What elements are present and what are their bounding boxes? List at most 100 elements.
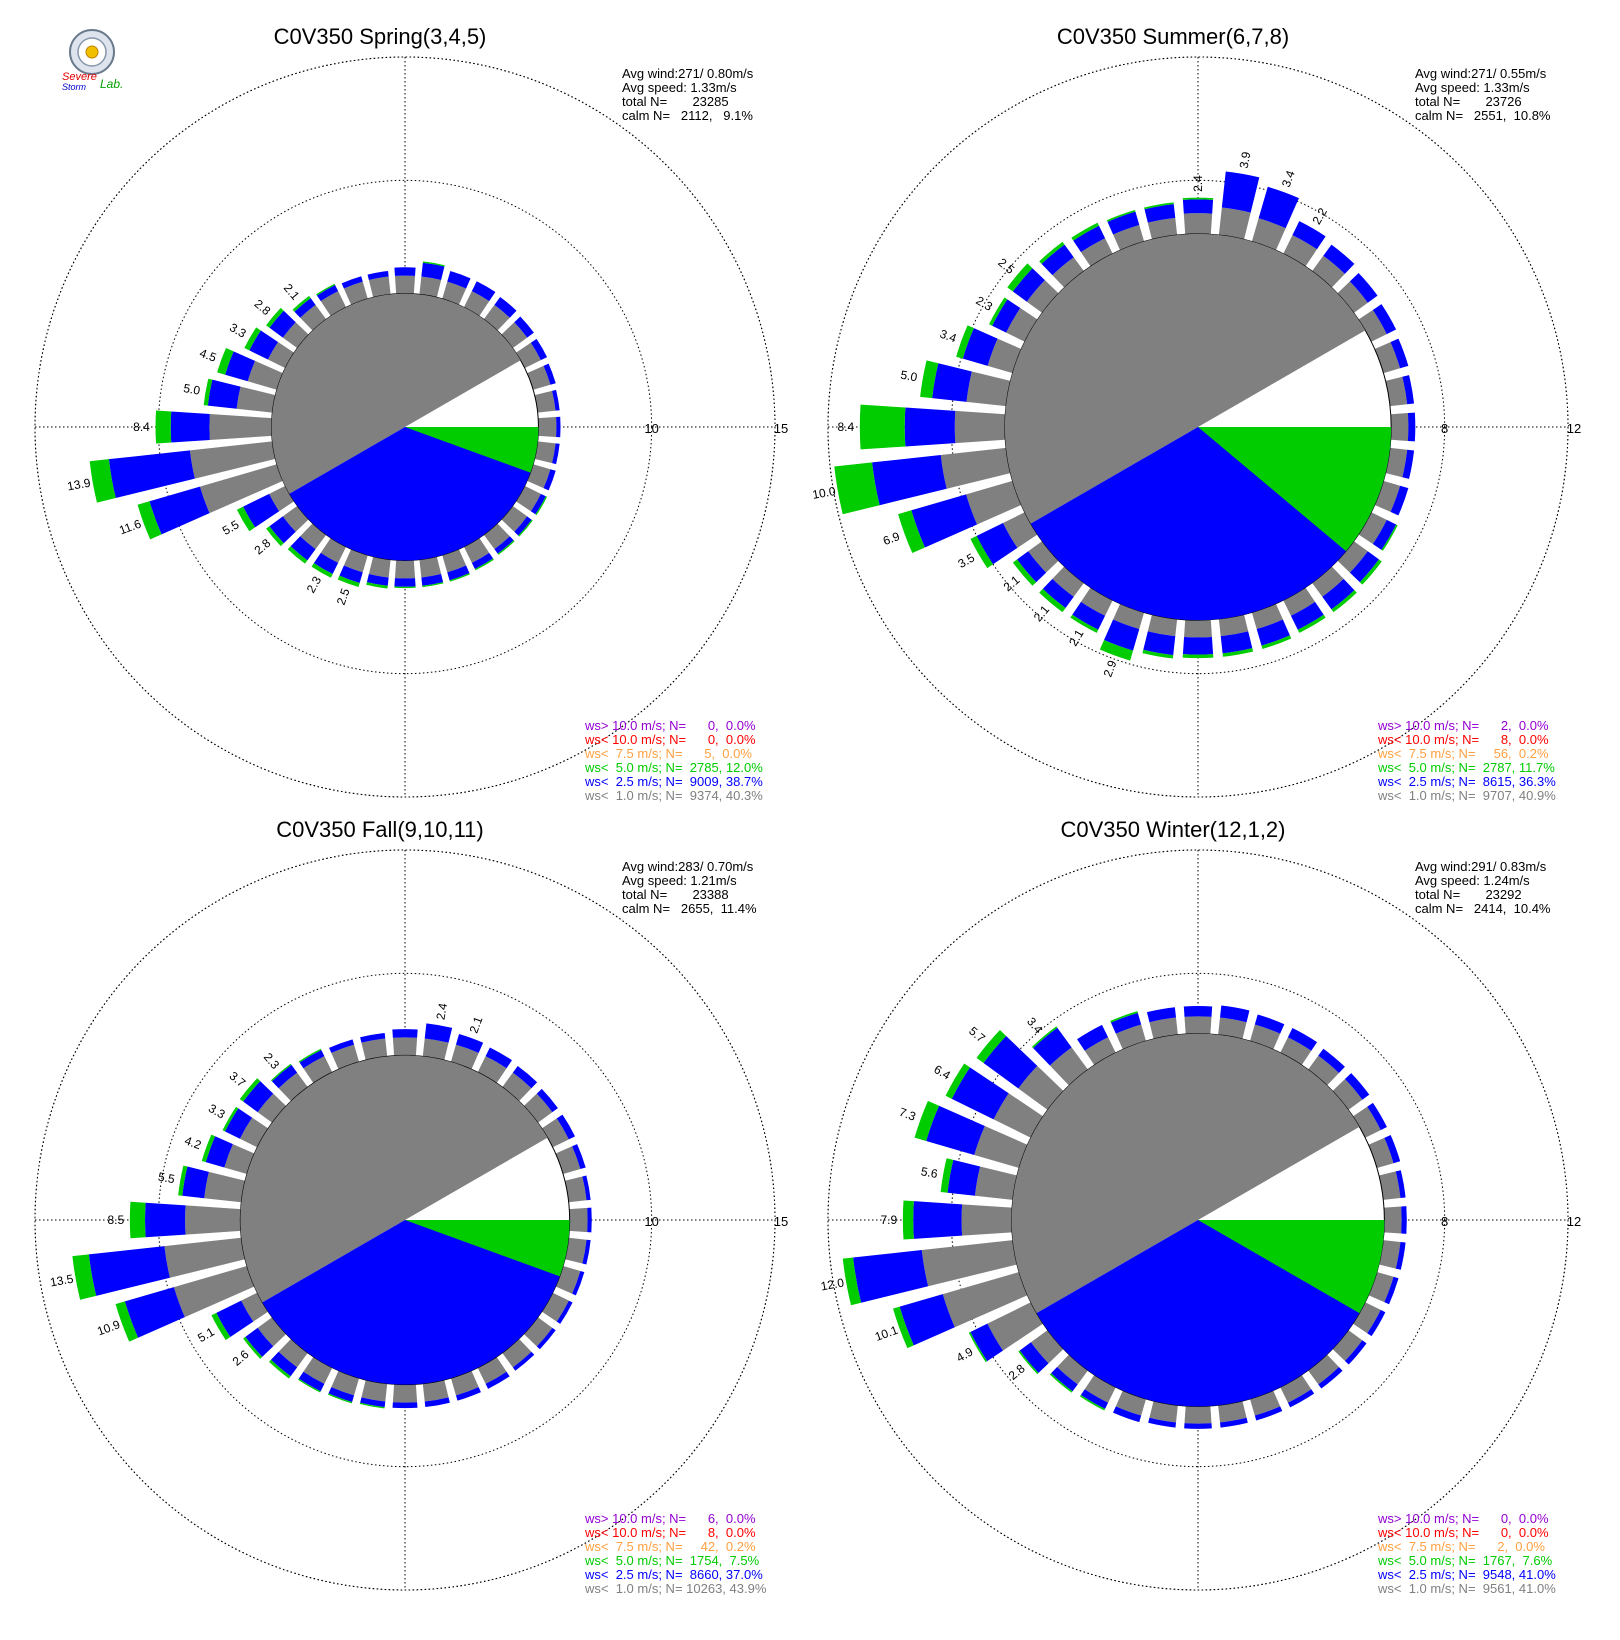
sector-bar-280-band-3: [203, 378, 213, 406]
sector-bar-220-band-2: [1051, 1366, 1078, 1392]
sector-bar-50-band-1: [523, 1093, 553, 1123]
sector-bar-200-band-2: [1113, 1406, 1142, 1423]
sector-bar-190-band-1: [1149, 1400, 1178, 1423]
sector-bar-70-band-2: [572, 1144, 586, 1170]
sector-bar-10-band-1: [1218, 207, 1251, 240]
sector-label-230: 2.1: [1001, 573, 1023, 595]
sector-bar-270-band-3: [902, 1200, 914, 1240]
sector-bar-260-band-3: [842, 1257, 862, 1306]
sector-bar-290-band-3: [217, 348, 234, 375]
sector-bar-190-band-2: [1148, 1417, 1177, 1428]
sector-bar-160-band-1: [450, 1370, 479, 1396]
legend-entry-6: ws< 1.0 m/s; N= 9707, 40.9%: [1377, 788, 1556, 803]
sector-bar-290-band-3: [956, 325, 974, 359]
sector-label-220: 2.1: [1031, 602, 1053, 624]
panel-title: C0V350 Winter(12,1,2): [1061, 817, 1286, 842]
sector-bar-20-band-1: [450, 1044, 479, 1070]
sector-label-240: 5.1: [195, 1324, 217, 1345]
sector-label-290: 4.2: [183, 1133, 204, 1152]
sector-bar-200-band-1: [343, 549, 368, 573]
sector-bar-210-band-3: [298, 1378, 321, 1393]
sector-bar-300-band-2: [951, 1067, 1009, 1120]
sector-bar-320-band-3: [270, 1063, 292, 1082]
sector-bar-160-band-2: [447, 565, 470, 581]
sector-bar-40-band-2: [494, 297, 517, 318]
sector-bar-20-band-1: [442, 281, 467, 305]
sector-bar-10-band-1: [1218, 1017, 1247, 1040]
legend-entry-5: ws< 2.5 m/s; N= 9548, 41.0%: [1377, 1567, 1556, 1582]
sector-bar-90-band-2: [587, 1207, 592, 1233]
sector-bar-280-band-1: [966, 371, 1011, 407]
legend-entry-1: ws> 10.0 m/s; N= 0, 0.0%: [584, 718, 756, 733]
sector-bar-90-band-2: [556, 416, 561, 438]
sector-bar-0-band-2: [1183, 1006, 1213, 1017]
sector-bar-90-band-2: [1401, 1206, 1407, 1234]
sector-bar-120-band-1: [515, 485, 541, 512]
sector-bar-240-band-2: [976, 522, 1018, 565]
stats-line-2: Avg speed: 1.24m/s: [1415, 873, 1530, 888]
legend-entry-3: ws< 7.5 m/s; N= 5, 0.0%: [584, 746, 752, 761]
sector-bar-60-band-2: [556, 1114, 576, 1140]
sector-label-310: 5.7: [966, 1024, 988, 1046]
sector-bar-190-band-1: [1147, 614, 1178, 637]
sector-bar-340-band-1: [343, 281, 368, 305]
sector-bar-120-band-2: [1372, 519, 1397, 550]
panel-title: C0V350 Fall(9,10,11): [276, 817, 484, 842]
sector-bar-220-band-1: [1057, 1354, 1088, 1385]
sector-label-270: 7.9: [881, 1213, 898, 1227]
sector-bar-240-band-2: [970, 1323, 1003, 1362]
sector-bar-100-band-1: [564, 1237, 587, 1264]
sector-bar-90-band-1: [538, 416, 557, 438]
sector-bar-270-band-1: [954, 410, 1006, 444]
sector-bar-290-band-1: [974, 1125, 1028, 1169]
sector-bar-270-band-3: [155, 410, 172, 444]
sector-label-320: 3.4: [1024, 1015, 1046, 1037]
windrose-panel-4: 48122.84.910.112.07.95.67.36.45.73.4C0V3…: [820, 817, 1582, 1596]
stats-line-1: Avg wind:291/ 0.83m/s: [1415, 859, 1547, 874]
sector-bar-80-band-2: [1395, 1170, 1406, 1199]
sector-label-240: 3.5: [956, 550, 978, 571]
sector-label-20: 2.1: [467, 1014, 486, 1035]
sector-bar-140-band-3: [1331, 590, 1357, 613]
sector-bar-270-band-2: [904, 407, 956, 447]
sector-bar-260-band-1: [164, 1237, 246, 1278]
ring-tick-label: 15: [774, 421, 788, 436]
calm-slice-3: [1198, 427, 1392, 552]
sector-bar-260-band-2: [853, 1250, 929, 1303]
sector-bar-210-band-2: [298, 1371, 325, 1392]
stats-line-4: calm N= 2551, 10.8%: [1415, 108, 1551, 123]
sector-label-230: 2.8: [252, 536, 274, 558]
sector-bar-350-band-1: [361, 1038, 388, 1061]
sector-bar-10-band-2: [1219, 1005, 1250, 1023]
sector-bar-330-band-2: [1077, 1024, 1109, 1051]
sector-bar-150-band-3: [1297, 614, 1326, 633]
sector-bar-120-band-3: [535, 496, 548, 516]
sector-bar-40-band-1: [502, 1072, 532, 1102]
sector-bar-60-band-2: [1372, 304, 1397, 335]
sector-bar-170-band-3: [1222, 648, 1254, 657]
legend-entry-5: ws< 2.5 m/s; N= 9009, 38.7%: [584, 774, 763, 789]
legend-entry-2: ws< 10.0 m/s; N= 0, 0.0%: [1377, 1525, 1549, 1540]
sector-bar-270-band-1: [209, 414, 272, 440]
sector-bar-240-band-1: [241, 1292, 269, 1322]
ring-tick-label: 10: [644, 421, 658, 436]
sector-bar-90-band-1: [1390, 413, 1409, 441]
sector-bar-160-band-3: [449, 573, 471, 582]
sector-bar-140-band-2: [1318, 1366, 1343, 1389]
sector-bar-330-band-2: [316, 284, 339, 302]
sector-bar-340-band-3: [1106, 210, 1136, 222]
sector-bar-280-band-3: [940, 1158, 954, 1193]
stats-line-1: Avg wind:271/ 0.55m/s: [1415, 66, 1547, 81]
sector-bar-340-band-2: [1107, 211, 1140, 235]
sector-bar-220-band-3: [1039, 588, 1066, 613]
sector-bar-180-band-1: [394, 560, 416, 579]
legend-entry-5: ws< 2.5 m/s; N= 8660, 37.0%: [584, 1567, 763, 1582]
legend-entry-3: ws< 7.5 m/s; N= 42, 0.2%: [584, 1539, 756, 1554]
sector-bar-190-band-2: [1143, 631, 1176, 656]
sector-bar-0-band-2: [1182, 199, 1214, 214]
sector-label-240: 4.9: [954, 1344, 976, 1365]
sector-bar-230-band-2: [245, 1327, 274, 1357]
sector-bar-150-band-1: [1280, 1374, 1312, 1403]
sector-bar-210-band-1: [1084, 1374, 1116, 1403]
